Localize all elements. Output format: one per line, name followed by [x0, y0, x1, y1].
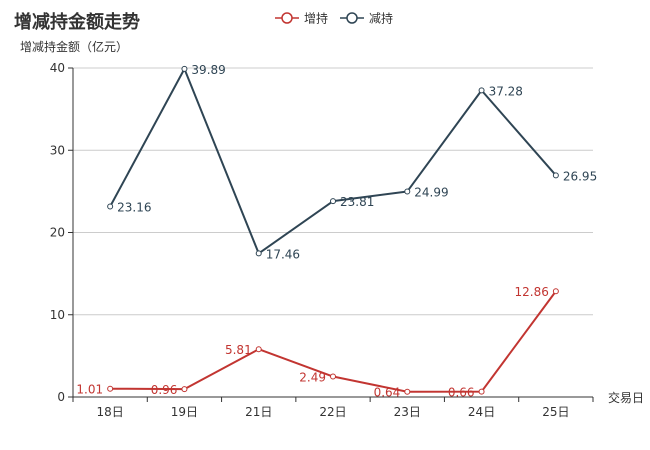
y-tick-label: 20 [50, 226, 65, 240]
data-point[interactable] [107, 203, 114, 210]
data-label: 24.99 [414, 185, 448, 199]
data-label: 2.49 [299, 371, 326, 385]
x-tick-label: 25日 [542, 405, 569, 419]
axes: 0 10 20 30 40 18日 19日 21日 22日 23日 24日 25日 [50, 61, 594, 419]
data-point[interactable] [552, 172, 559, 179]
data-label: 23.16 [117, 201, 151, 215]
data-label: 23.81 [340, 195, 374, 209]
data-label: 0.64 [374, 386, 401, 400]
data-label: 12.86 [514, 285, 548, 299]
data-point[interactable] [255, 346, 262, 353]
x-tick-label: 18日 [97, 405, 124, 419]
series-decrease: 23.16 39.89 17.46 23.81 24.99 37.28 26.95 [107, 63, 597, 261]
data-label: 17.46 [266, 247, 300, 261]
data-label: 1.01 [76, 383, 103, 397]
x-tick-label: 24日 [468, 405, 495, 419]
legend-circle-icon [281, 12, 293, 24]
x-tick-label: 19日 [171, 405, 198, 419]
x-tick-label: 21日 [245, 405, 272, 419]
data-label: 5.81 [225, 343, 252, 357]
legend-circle-icon [346, 12, 358, 24]
legend-label: 减持 [369, 11, 393, 26]
data-label: 37.28 [489, 84, 523, 98]
chart-title: 增减持金额走势 [14, 11, 140, 33]
legend-item-increase[interactable]: 增持 [275, 11, 328, 26]
y-axis-label: 增减持金额（亿元） [20, 39, 128, 54]
y-tick-label: 0 [57, 390, 65, 404]
legend[interactable]: 增持 减持 [275, 11, 393, 26]
data-point[interactable] [181, 65, 188, 72]
x-tick-label: 23日 [394, 405, 421, 419]
data-point[interactable] [330, 198, 336, 205]
y-tick-label: 10 [50, 308, 65, 322]
grid-lines [73, 67, 593, 316]
data-point[interactable] [107, 385, 114, 392]
y-tick-label: 40 [50, 61, 65, 75]
data-point[interactable] [404, 388, 411, 395]
data-point[interactable] [478, 87, 485, 94]
data-label: 26.95 [563, 169, 597, 183]
legend-label: 增持 [304, 11, 328, 26]
data-label: 0.96 [151, 383, 178, 397]
series-increase: 1.01 0.96 5.81 2.49 0.64 0.66 12.86 [76, 285, 559, 400]
legend-item-decrease[interactable]: 减持 [340, 11, 393, 26]
x-axis-label: 交易日 [608, 390, 644, 405]
data-point[interactable] [255, 250, 262, 257]
data-point[interactable] [404, 188, 411, 195]
data-point[interactable] [552, 288, 559, 295]
data-point[interactable] [181, 386, 188, 393]
y-tick-label: 30 [50, 143, 65, 157]
x-tick-label: 22日 [319, 405, 346, 419]
data-label: 39.89 [191, 63, 225, 77]
data-label: 0.66 [448, 386, 475, 400]
data-point[interactable] [330, 373, 336, 380]
data-point[interactable] [478, 388, 485, 395]
series-lines: 1.01 0.96 5.81 2.49 0.64 0.66 12.86 23.16 39.89 1… [76, 63, 597, 400]
